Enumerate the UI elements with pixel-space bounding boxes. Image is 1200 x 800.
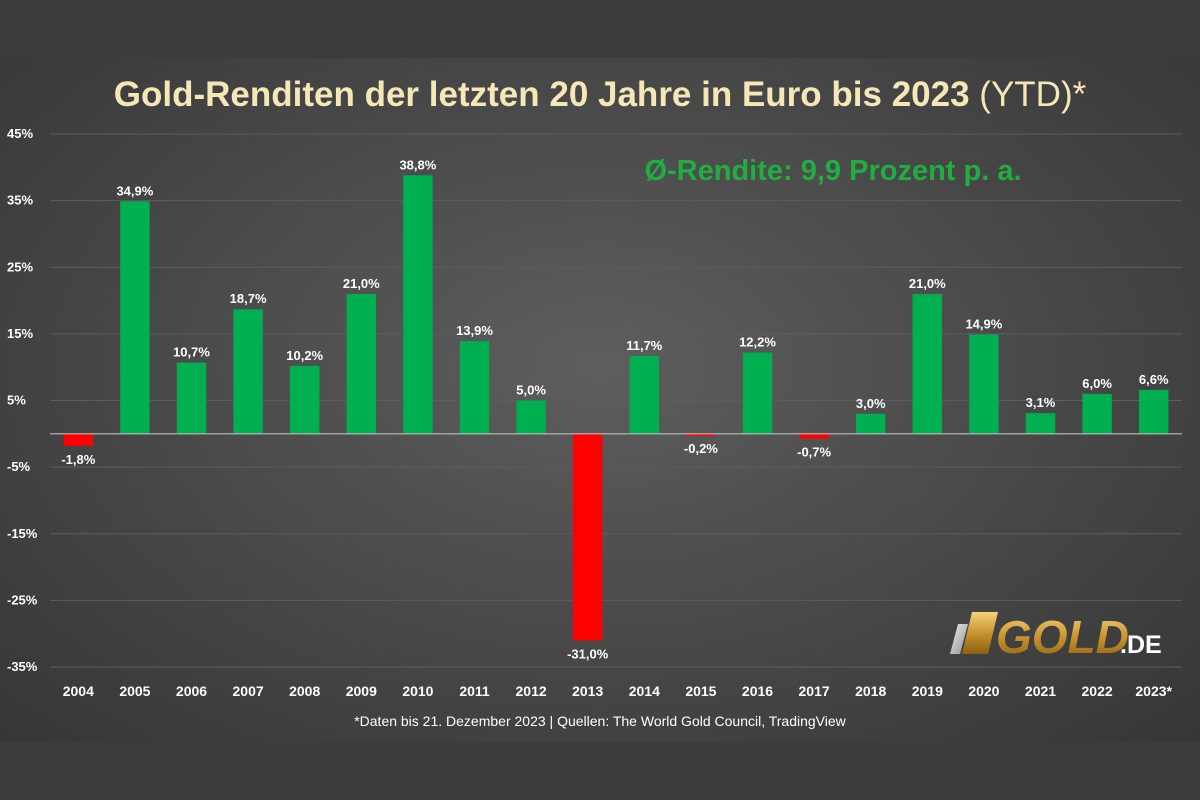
logo-suffix: .DE xyxy=(1120,631,1162,659)
y-tick-label: -35% xyxy=(7,659,38,674)
bar-2022 xyxy=(1082,393,1112,434)
bar-2013 xyxy=(572,433,603,641)
bar-2011 xyxy=(459,341,490,434)
x-axis-ticks: 2004 2005 2006 2007 2008 2009 2010 2011 2012 2013… xyxy=(63,683,1173,699)
y-tick-label: 35% xyxy=(7,193,33,208)
data-label: 10,7% xyxy=(173,345,210,360)
bar-2016 xyxy=(742,352,773,434)
logo-wordmark: GOLD xyxy=(996,611,1129,663)
x-tick-label: 2011 xyxy=(459,683,490,699)
x-tick-label: 2019 xyxy=(912,683,943,699)
chart-footnote: *Daten bis 21. Dezember 2023 | Quellen: … xyxy=(354,713,846,729)
gold-de-logo: GOLD .DE xyxy=(950,611,1162,663)
bar-2019 xyxy=(912,293,943,434)
y-tick-label: -5% xyxy=(7,459,31,474)
data-label: 3,0% xyxy=(856,396,886,411)
bar-2018 xyxy=(855,413,886,434)
data-label: -1,8% xyxy=(61,452,95,467)
x-tick-label: 2009 xyxy=(346,683,377,699)
bar-2009 xyxy=(346,293,377,434)
bars xyxy=(63,175,1169,641)
bar-2007 xyxy=(233,309,263,434)
x-tick-label: 2016 xyxy=(742,683,773,699)
data-label: 34,9% xyxy=(116,183,153,198)
bar-2010 xyxy=(403,175,433,434)
x-tick-label: 2020 xyxy=(968,683,999,699)
y-tick-label: 5% xyxy=(7,393,26,408)
chart-title: Gold-Renditen der letzten 20 Jahre in Eu… xyxy=(114,75,1087,114)
y-tick-label: 25% xyxy=(7,259,33,274)
x-tick-label: 2010 xyxy=(402,683,433,699)
gold-bar-icon xyxy=(950,624,968,654)
bar-2020 xyxy=(969,334,999,434)
bar-2017 xyxy=(799,433,829,439)
bar-2006 xyxy=(176,362,207,434)
bar-2012 xyxy=(516,400,546,434)
x-tick-label: 2006 xyxy=(176,683,207,699)
gold-bar-icon-gold xyxy=(962,612,998,654)
data-label: 13,9% xyxy=(456,323,493,338)
x-tick-label: 2005 xyxy=(119,683,150,699)
x-tick-label: 2012 xyxy=(516,683,547,699)
bar-2014 xyxy=(629,355,660,434)
data-label: -0,7% xyxy=(797,444,831,459)
bar-2021 xyxy=(1025,413,1056,434)
data-label: 6,0% xyxy=(1082,376,1112,391)
y-axis-ticks: 45% 35% 25% 15% 5% -5% -15% -25% -35% xyxy=(7,126,38,674)
y-tick-label: -15% xyxy=(7,526,38,541)
x-tick-label: 2015 xyxy=(685,683,716,699)
bar-2023 xyxy=(1138,389,1169,434)
x-tick-label: 2013 xyxy=(572,683,603,699)
x-tick-label: 2004 xyxy=(63,683,94,699)
x-tick-label: 2022 xyxy=(1082,683,1113,699)
y-tick-label: 15% xyxy=(7,326,33,341)
bar-2005 xyxy=(120,201,150,434)
data-label: 38,8% xyxy=(399,157,436,172)
data-label: 14,9% xyxy=(965,317,1002,332)
data-label: 6,6% xyxy=(1139,372,1169,387)
x-tick-label: 2018 xyxy=(855,683,886,699)
data-label: 10,2% xyxy=(286,348,323,363)
data-label: 3,1% xyxy=(1026,395,1056,410)
data-label: 21,0% xyxy=(343,276,380,291)
data-label: 11,7% xyxy=(626,338,663,353)
data-label: -31,0% xyxy=(567,646,609,661)
y-tick-label: 45% xyxy=(7,126,33,141)
bar-2015 xyxy=(686,433,716,436)
x-tick-label: 2021 xyxy=(1025,683,1056,699)
grid-lines xyxy=(50,133,1182,668)
average-return-annotation: Ø-Rendite: 9,9 Prozent p. a. xyxy=(644,155,1021,187)
x-tick-label: 2007 xyxy=(233,683,264,699)
x-tick-label: 2014 xyxy=(629,683,660,699)
data-label: 5,0% xyxy=(516,383,546,398)
x-tick-label: 2008 xyxy=(289,683,320,699)
x-tick-label: 2017 xyxy=(799,683,830,699)
data-labels: -1,8% 34,9% 10,7% 18,7% 10,2% 21,0% 38,8% 13,9%… xyxy=(61,157,1169,661)
data-label: 21,0% xyxy=(909,276,946,291)
data-label: -0,2% xyxy=(684,441,718,456)
bar-2008 xyxy=(289,365,320,434)
bar-2004 xyxy=(63,433,94,446)
x-tick-label: 2023* xyxy=(1135,683,1172,699)
data-label: 12,2% xyxy=(739,335,776,350)
data-label: 18,7% xyxy=(230,291,267,306)
y-tick-label: -25% xyxy=(7,592,38,607)
